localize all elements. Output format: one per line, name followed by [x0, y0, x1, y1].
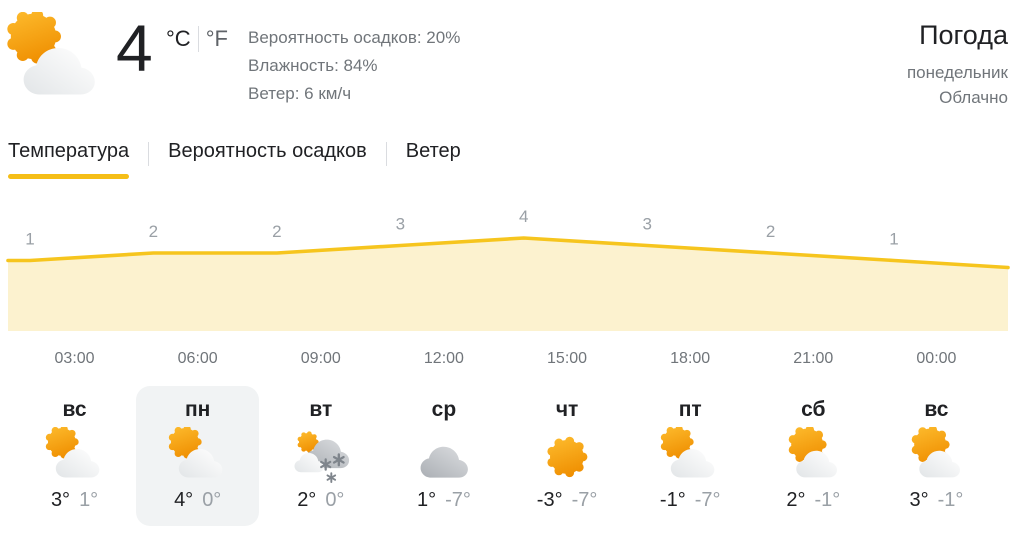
celsius-toggle[interactable]: °C	[166, 26, 191, 51]
day-temps: 4° 0°	[136, 489, 259, 512]
day-card-thursday[interactable]: чт -3° -7°	[506, 386, 629, 526]
page-title: Погода	[919, 20, 1008, 50]
time-tick: 09:00	[300, 350, 341, 367]
time-tick: 15:00	[547, 350, 588, 367]
tab-temperature[interactable]: Температура	[8, 140, 129, 179]
current-details: Вероятность осадков: 20% Влажность: 84% …	[248, 24, 460, 108]
day-temps: 2° -1°	[752, 489, 875, 512]
chart-temperature-line	[6, 236, 1010, 270]
day-card-monday[interactable]: пн 4° 0°	[136, 386, 260, 526]
temperature-point-label: 2	[149, 222, 158, 241]
temperature-point-label: 1	[25, 230, 34, 249]
day-name: вс	[924, 398, 949, 421]
day-name: пн	[185, 398, 211, 421]
day-temps: 3° -1°	[875, 489, 998, 512]
unit-toggle: °C °F	[166, 26, 228, 52]
day-card-sunday-next[interactable]: вс 3° -1°	[875, 386, 998, 526]
tab-precipitation[interactable]: Вероятность осадков	[168, 140, 367, 162]
low-temp: -1°	[937, 489, 964, 511]
low-temp: -7°	[571, 489, 598, 511]
sun-behind-cloud-icon	[168, 427, 228, 487]
day-name: пт	[678, 398, 702, 421]
time-tick: 00:00	[916, 350, 957, 367]
precipitation-text: Вероятность осадков: 20%	[248, 28, 461, 47]
current-condition-label: Облачно	[939, 88, 1008, 107]
high-temp: -1°	[659, 489, 686, 511]
low-temp: 0°	[325, 489, 345, 511]
temperature-chart: 1 2 2 3 4 3 2 1	[6, 207, 1010, 331]
temperature-point-label: 4	[519, 207, 528, 226]
low-temp: 0°	[202, 489, 222, 511]
high-temp: 3°	[50, 489, 71, 511]
tab-divider	[148, 142, 150, 166]
day-name: вт	[309, 398, 333, 421]
day-temps: 2° 0°	[259, 489, 382, 512]
tab-wind[interactable]: Ветер	[405, 140, 461, 162]
tab-divider	[385, 142, 387, 166]
high-temp: 2°	[297, 489, 317, 511]
current-weather-icon	[6, 12, 104, 110]
day-temps: -1° -7°	[629, 489, 752, 512]
day-name: вс	[62, 398, 87, 421]
day-card-wednesday[interactable]: ср 1° -7°	[382, 386, 505, 526]
temperature-point-label: 2	[766, 222, 775, 241]
header-right: Погода понедельник Облачно	[907, 20, 1008, 110]
sun-behind-cloud-icon	[660, 427, 720, 487]
chart-tabs: Температура Вероятность осадков Ветер	[8, 140, 461, 179]
day-card-sunday[interactable]: вс 3° 1°	[13, 386, 136, 526]
daily-forecast: вс 3° 1° пн 4° 0° вт 2° 0° ср 1° -7° чт -3° -…	[13, 386, 998, 526]
low-temp: -7°	[445, 489, 471, 511]
sun-icon	[537, 427, 597, 487]
day-temps: 3° 1°	[13, 489, 136, 512]
temperature-point-label: 3	[396, 215, 405, 234]
day-name: сб	[801, 398, 826, 421]
day-name: чт	[555, 398, 579, 421]
snow-icon	[291, 427, 351, 487]
time-tick: 21:00	[793, 350, 834, 367]
time-tick: 18:00	[670, 350, 711, 367]
high-temp: 3°	[909, 489, 929, 511]
time-tick: 06:00	[177, 350, 218, 367]
day-temps: -3° -7°	[506, 489, 629, 512]
sun-behind-cloud-icon	[783, 427, 843, 487]
temperature-point-label: 2	[272, 222, 281, 241]
sun-behind-cloud-icon	[45, 427, 105, 487]
temperature-point-label: 3	[642, 215, 651, 234]
time-tick: 12:00	[423, 350, 464, 367]
day-card-friday[interactable]: пт -1° -7°	[629, 386, 752, 526]
temperature-point-label: 1	[889, 230, 898, 249]
unit-divider	[197, 26, 199, 52]
current-day-label: понедельник	[906, 63, 1008, 82]
high-temp: 2°	[786, 489, 806, 511]
day-card-saturday[interactable]: сб 2° -1°	[752, 386, 875, 526]
chart-area-fill	[8, 238, 1008, 331]
high-temp: 1°	[416, 489, 437, 511]
humidity-text: Влажность: 84%	[248, 56, 378, 75]
current-temperature: 4	[116, 11, 153, 85]
sun-behind-cloud-icon	[906, 427, 966, 487]
low-temp: 1°	[79, 489, 99, 511]
low-temp: -7°	[694, 489, 721, 511]
time-tick: 03:00	[54, 350, 95, 367]
low-temp: -1°	[814, 489, 841, 511]
wind-text: Ветер: 6 км/ч	[248, 84, 352, 103]
cloud-icon	[414, 427, 474, 487]
high-temp: -3°	[536, 489, 563, 511]
day-name: ср	[431, 398, 457, 421]
day-card-tuesday[interactable]: вт 2° 0°	[259, 386, 382, 526]
high-temp: 4°	[174, 489, 194, 511]
day-temps: 1° -7°	[382, 489, 505, 512]
fahrenheit-toggle[interactable]: °F	[205, 26, 228, 51]
time-axis: 03:00 06:00 09:00 12:00 15:00 18:00 21:0…	[13, 350, 998, 368]
